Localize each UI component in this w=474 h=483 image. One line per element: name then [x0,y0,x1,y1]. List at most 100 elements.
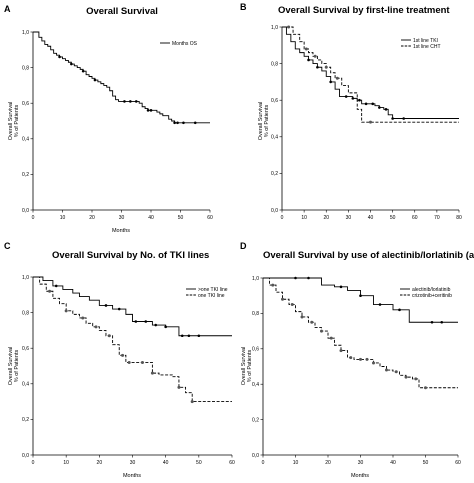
chart-panel-c: C Overall Survival by No. of TKI lines 0 10… [4,241,235,479]
x-tick-label: 20 [89,215,95,221]
censor-mark [94,325,98,329]
legend-label: Months OS [172,41,198,47]
censor-mark [394,370,398,374]
x-tick-label: 0 [281,215,284,221]
x-tick-label: 30 [119,215,125,221]
censor-mark [146,109,150,112]
censor-mark [313,54,317,58]
censor-mark [339,285,343,289]
y-tick-label: 0,8 [271,61,278,67]
censor-mark [193,121,197,125]
panel-label: B [240,2,247,12]
y-tick-label: 0,4 [22,382,29,388]
x-axis-label: Months [123,473,141,479]
censor-mark [149,109,153,112]
censor-mark [358,98,361,102]
legend-label: 1st line CHT [413,44,441,50]
censor-mark [335,76,339,80]
x-tick-label: 40 [163,460,169,466]
y-axis-label-line: Overall Survival [241,347,247,386]
y-axis-label-line: % of Patients [14,105,20,138]
y-tick-label: 0,6 [22,101,29,107]
y-tick-label: 0,4 [22,137,29,143]
censor-mark [365,357,369,361]
censor-mark [402,117,405,120]
series-line-1 [263,277,458,389]
censor-mark [182,121,185,125]
x-tick-label: 50 [178,215,184,221]
censor-mark [123,100,126,103]
censor-mark [58,55,61,59]
censor-mark [140,360,144,364]
censor-mark [404,375,408,379]
y-tick-label: 0,0 [252,453,259,459]
censor-mark [371,102,375,106]
censor-mark [129,100,132,103]
censor-mark [294,276,297,280]
x-tick-label: 10 [301,215,307,221]
x-tick-label: 60 [412,215,418,221]
censor-mark [329,80,332,84]
censor-mark [287,25,291,29]
censor-mark [369,120,372,124]
y-tick-label: 0,6 [252,347,259,353]
censor-mark [351,97,355,100]
x-tick-label: 0 [32,460,35,466]
x-tick-label: 10 [60,215,66,221]
y-tick-label: 1,0 [271,25,278,31]
panel-label: D [240,241,247,251]
x-tick-label: 30 [130,460,136,466]
censor-mark [107,334,111,338]
y-tick-label: 0,6 [22,346,29,352]
censor-mark [440,320,444,324]
chart-panel-d: D Overall Survival by use of alectinib/lo… [240,241,474,479]
y-tick-label: 0,2 [22,172,29,178]
censor-mark [359,294,362,298]
series-line-1 [33,276,232,403]
y-tick-label: 1,0 [252,276,259,282]
censor-mark [349,356,353,360]
y-tick-label: 0,2 [252,417,259,423]
y-tick-label: 0,8 [22,65,29,71]
series-line-0 [263,277,458,323]
legend-label: alectinib/lorlatinib [412,287,451,293]
y-tick-label: 0,0 [22,453,29,459]
y-tick-label: 0,6 [271,98,278,104]
x-tick-label: 0 [262,460,265,466]
censor-mark [300,315,304,319]
censor-mark [93,78,97,82]
censor-mark [290,303,294,307]
x-tick-label: 80 [456,215,462,221]
censor-mark [384,108,388,111]
censor-mark [385,368,388,372]
y-axis-label-line: Overall Survival [258,102,264,141]
censor-mark [307,276,310,280]
censor-mark [173,121,176,125]
y-axis-label-line: % of Patients [14,350,20,383]
legend-label: crizotinib+ceritinib [412,293,452,299]
x-tick-label: 50 [196,460,202,466]
x-tick-label: 40 [368,215,374,221]
x-axis-label: Months [112,228,130,234]
x-tick-label: 40 [390,460,396,466]
censor-mark [154,323,158,327]
censor-mark [134,100,138,103]
x-tick-label: 50 [390,215,396,221]
x-tick-label: 20 [97,460,103,466]
y-axis-label: Overall Survival% of Patients [8,102,20,141]
y-axis-label: Overall Survival% of Patients [8,347,20,386]
x-tick-label: 40 [148,215,154,221]
x-tick-label: 70 [434,215,440,221]
censor-mark [378,303,382,306]
censor-mark [127,360,131,364]
x-tick-label: 60 [229,460,235,466]
censor-mark [54,284,58,288]
legend-label: >one TKI line [198,287,228,293]
y-tick-label: 1,0 [22,275,29,281]
y-tick-label: 0,0 [271,208,278,214]
x-tick-label: 20 [325,460,331,466]
legend-label: 1st line TKI [413,38,438,44]
y-axis-label-line: Overall Survival [8,102,14,141]
censor-mark [414,377,418,381]
